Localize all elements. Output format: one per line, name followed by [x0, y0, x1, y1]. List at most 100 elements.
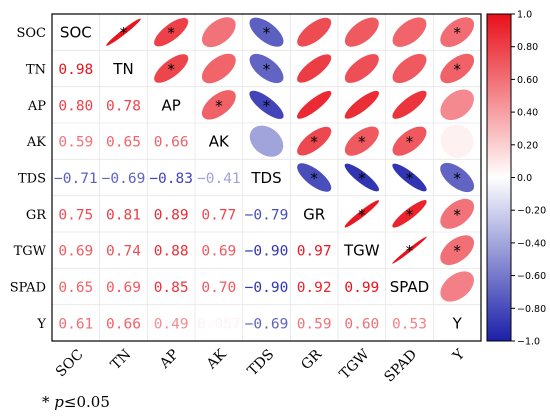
significance-star: * — [120, 24, 128, 42]
significance-star: * — [167, 24, 175, 42]
correlation-value: 0.53 — [392, 316, 427, 332]
correlation-ellipse — [154, 54, 189, 83]
x-tick-label: SPAD — [381, 347, 420, 386]
correlation-ellipse — [344, 54, 379, 83]
correlation-value: 0.69 — [106, 280, 141, 296]
significance-star: * — [310, 133, 318, 151]
correlation-ellipse — [344, 126, 379, 156]
colorbar-tick-label: 0.0 — [517, 173, 532, 184]
significance-star: * — [406, 242, 414, 260]
correlation-value: 0.97 — [297, 244, 332, 260]
correlation-value: 0.59 — [58, 135, 93, 151]
y-tick-label: AP — [27, 99, 46, 114]
y-tick-label: TGW — [14, 244, 47, 259]
footnote-star: * — [42, 393, 55, 411]
y-tick-label: SPAD — [10, 281, 46, 296]
matrix-grid — [51, 13, 482, 342]
significance-star: * — [406, 206, 414, 224]
diagonal-variable-label: AK — [209, 133, 230, 151]
correlation-ellipse — [440, 53, 475, 84]
correlation-ellipse — [440, 198, 475, 229]
correlation-value: 0.74 — [106, 244, 141, 260]
diagonal-variable-label: Y — [452, 314, 463, 332]
correlation-value: 0.66 — [154, 135, 189, 151]
correlation-ellipse — [249, 90, 284, 119]
correlation-ellipse — [392, 126, 427, 156]
correlation-ellipse — [154, 17, 189, 47]
colorbar-tick-label: 0.60 — [517, 75, 538, 86]
correlation-ellipse — [297, 54, 332, 83]
diagonal-variable-label: TDS — [250, 169, 281, 187]
colorbar-tick-label: −0.80 — [517, 304, 546, 315]
correlation-ellipse — [344, 17, 379, 47]
significance-star: * — [310, 170, 318, 188]
correlation-ellipse — [344, 163, 380, 192]
correlation-ellipse — [201, 53, 236, 84]
plot-frame — [51, 13, 482, 342]
y-tick-label: AK — [26, 135, 46, 150]
correlation-value: 0.88 — [154, 244, 189, 260]
colorbar-gradient — [486, 13, 512, 342]
correlation-ellipse — [344, 90, 379, 119]
correlation-value: 0.99 — [344, 280, 379, 296]
significance-star: * — [167, 61, 175, 79]
correlation-value: 0.92 — [297, 280, 332, 296]
colorbar: 1.0 0.80 0.60 0.40 0.20 0.0 −0.20 −0.40 −0.60 −0.… — [486, 10, 546, 348]
x-tick-label: AK — [203, 346, 230, 373]
y-tick-label: Y — [36, 317, 46, 332]
significance-star: * — [358, 133, 366, 151]
colorbar-tick-label: 1.0 — [517, 10, 532, 21]
x-tick-label: SOC — [53, 347, 87, 381]
correlation-value: −0.90 — [245, 280, 289, 296]
correlation-value: −0.69 — [245, 316, 289, 332]
correlation-ellipse — [392, 236, 427, 264]
correlation-value: −0.79 — [245, 207, 289, 223]
correlation-ellipse — [296, 90, 332, 119]
correlation-value: −0.71 — [54, 171, 98, 187]
significance-star: * — [453, 24, 461, 42]
significance-footnote: * p≤0.05 — [42, 393, 110, 411]
correlation-value: 0.65 — [58, 280, 93, 296]
correlation-value: 0.85 — [154, 280, 189, 296]
correlation-ellipse — [440, 271, 474, 302]
correlation-value: 0.81 — [106, 207, 141, 223]
correlation-ellipse — [249, 53, 284, 84]
correlation-value: 0.69 — [201, 244, 236, 260]
diagonal-variable-label: SPAD — [390, 278, 429, 296]
correlation-ellipse — [392, 200, 427, 228]
colorbar-tick-label: −0.20 — [517, 206, 546, 217]
correlation-ellipse — [249, 17, 284, 47]
correlation-value: 0.80 — [58, 98, 93, 114]
correlation-ellipse — [392, 90, 427, 119]
correlation-ellipse — [440, 124, 474, 158]
correlation-value: 0.49 — [154, 316, 189, 332]
correlation-ellipse — [440, 235, 475, 266]
diagonal-variable-label: SOC — [60, 24, 92, 42]
correlation-ellipse — [440, 162, 475, 193]
colorbar-tick-label: −0.60 — [517, 271, 546, 282]
correlation-ellipse — [201, 90, 236, 120]
correlation-ellipse — [440, 89, 474, 121]
correlation-value: 0.77 — [201, 207, 236, 223]
value-label-layer: * * * * * * * * * * * * * * * * * * * * * SOC 0.98 TN 0.80 0.78 AP… — [54, 24, 463, 333]
correlation-value: 0.057 — [197, 316, 241, 332]
correlation-ellipse — [201, 17, 236, 48]
colorbar-tick-label: 0.80 — [517, 42, 538, 53]
correlation-value: −0.69 — [102, 171, 146, 187]
x-tick-label: AP — [156, 347, 182, 373]
correlation-ellipse — [106, 18, 141, 46]
correlation-value: 0.65 — [106, 135, 141, 151]
correlation-ellipse — [297, 17, 332, 47]
significance-star: * — [215, 97, 223, 115]
footnote-threshold: ≤0.05 — [63, 393, 110, 411]
significance-star: * — [263, 24, 271, 42]
correlation-ellipse — [392, 163, 427, 192]
colorbar-tick-label: −0.40 — [517, 238, 546, 249]
correlation-ellipse — [297, 126, 332, 156]
footnote-p: p — [54, 393, 64, 411]
correlation-value: 0.78 — [106, 98, 141, 114]
significance-star: * — [453, 170, 461, 188]
correlation-value: 0.60 — [344, 316, 379, 332]
correlation-value: −0.83 — [149, 171, 193, 187]
